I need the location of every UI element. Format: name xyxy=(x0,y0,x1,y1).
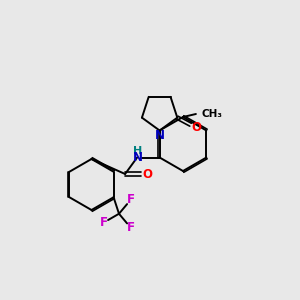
Text: F: F xyxy=(127,194,135,206)
Text: N: N xyxy=(154,129,165,142)
Text: H: H xyxy=(133,146,142,156)
Text: F: F xyxy=(99,216,107,229)
Text: O: O xyxy=(142,167,152,181)
Text: O: O xyxy=(191,122,202,134)
Text: CH₃: CH₃ xyxy=(202,109,223,119)
Text: F: F xyxy=(127,221,135,234)
Text: N: N xyxy=(133,151,143,164)
